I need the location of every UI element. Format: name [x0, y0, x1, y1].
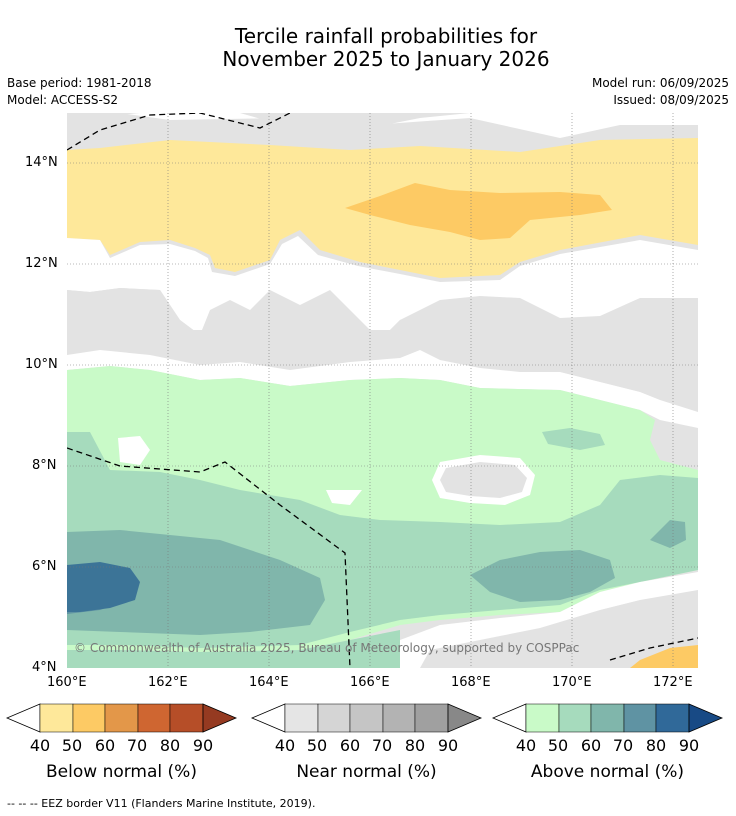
- legend-below-tick-40: 40: [29, 736, 51, 755]
- legend-above-tick-50: 50: [547, 736, 569, 755]
- below-normal-50-patch: [345, 183, 612, 240]
- lon-label-162: 162°E: [148, 675, 188, 690]
- base-period: Base period: 1981-2018: [7, 76, 152, 90]
- lon-label-168: 168°E: [451, 675, 491, 690]
- green-bottom-left: [67, 630, 400, 668]
- legend-near: [250, 703, 483, 733]
- legend-below: [5, 703, 238, 733]
- issued-date: Issued: 08/09/2025: [613, 93, 729, 107]
- legend-below-tick-70: 70: [126, 736, 148, 755]
- lat-label-12: 12°N: [25, 256, 58, 271]
- legend-below-tick-90: 90: [192, 736, 214, 755]
- lat-label-6: 6°N: [32, 559, 57, 574]
- title-line-2: November 2025 to January 2026: [222, 47, 550, 71]
- white-spot: [118, 436, 150, 465]
- legend-below-tick-60: 60: [94, 736, 116, 755]
- below-normal-bottom-right: [630, 645, 698, 668]
- white-spot-2: [326, 490, 362, 505]
- above-normal-60-patch: [470, 550, 615, 602]
- lat-label-4: 4°N: [32, 660, 57, 675]
- grey-bottom-right: [420, 590, 698, 668]
- lat-label-14: 14°N: [25, 155, 58, 170]
- legend-above-tick-40: 40: [515, 736, 537, 755]
- grey-island: [440, 462, 527, 498]
- legend-below-tick-80: 80: [159, 736, 181, 755]
- legend-below-label: Below normal (%): [46, 762, 197, 782]
- above-normal-60-patch-2: [650, 520, 686, 548]
- lat-label-8: 8°N: [32, 458, 57, 473]
- model-name: Model: ACCESS-S2: [7, 93, 119, 107]
- legend-below-tick-50: 50: [61, 736, 83, 755]
- white-above-green: [67, 350, 698, 428]
- graticule: [67, 113, 698, 668]
- legend-above-tick-90: 90: [678, 736, 700, 755]
- title-line-1: Tercile rainfall probabilities for: [234, 24, 538, 48]
- eez-footnote: -- -- -- EEZ border V11 (Flanders Marine…: [7, 797, 316, 810]
- above-normal-60-band: [67, 530, 325, 635]
- legend-near-tick-50: 50: [306, 736, 328, 755]
- legend-above-tick-80: 80: [645, 736, 667, 755]
- copyright-notice: © Commonwealth of Australia 2025, Bureau…: [74, 641, 580, 655]
- legend-near-tick-60: 60: [339, 736, 361, 755]
- model-run: Model run: 06/09/2025: [591, 76, 729, 90]
- legend-above-tick-60: 60: [580, 736, 602, 755]
- grey-top: [67, 113, 470, 130]
- legend-above-label: Above normal (%): [530, 762, 685, 782]
- legend-near-tick-80: 80: [404, 736, 426, 755]
- lat-label-10: 10°N: [25, 357, 58, 372]
- white-top: [67, 113, 698, 138]
- above-normal-50-patch: [542, 428, 605, 450]
- legend-bars: [5, 703, 724, 733]
- lon-label-164: 164°E: [249, 675, 289, 690]
- grey-mid: [67, 288, 698, 340]
- lon-label-170: 170°E: [552, 675, 592, 690]
- eez-border: [67, 113, 698, 668]
- legend-near-label: Near normal (%): [296, 762, 437, 782]
- lon-label-172: 172°E: [653, 675, 693, 690]
- lon-label-160: 160°E: [47, 675, 87, 690]
- grey-band: [67, 330, 698, 420]
- above-normal-70-core: [67, 562, 140, 612]
- legend-near-tick-40: 40: [274, 736, 296, 755]
- legend-above: [491, 703, 724, 733]
- legend-above-tick-70: 70: [612, 736, 634, 755]
- legend-near-tick-70: 70: [371, 736, 393, 755]
- legend-near-tick-90: 90: [437, 736, 459, 755]
- lon-label-166: 166°E: [350, 675, 390, 690]
